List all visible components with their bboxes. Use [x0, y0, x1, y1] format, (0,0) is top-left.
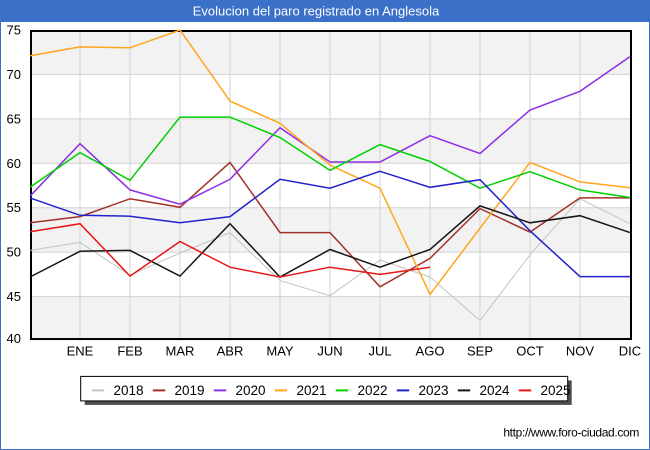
- svg-text:ABR: ABR: [217, 344, 244, 359]
- svg-text:http://www.foro-ciudad.com: http://www.foro-ciudad.com: [503, 426, 639, 440]
- svg-text:2025: 2025: [541, 383, 571, 398]
- svg-text:2019: 2019: [175, 383, 205, 398]
- svg-text:50: 50: [7, 245, 21, 260]
- svg-text:65: 65: [7, 111, 21, 126]
- svg-text:2024: 2024: [480, 383, 511, 398]
- svg-text:40: 40: [7, 331, 21, 346]
- svg-text:SEP: SEP: [467, 344, 493, 359]
- svg-text:2020: 2020: [236, 383, 266, 398]
- svg-text:75: 75: [7, 23, 21, 38]
- svg-text:MAR: MAR: [166, 344, 195, 359]
- svg-text:2022: 2022: [358, 383, 388, 398]
- svg-text:AGO: AGO: [416, 344, 445, 359]
- svg-text:2023: 2023: [419, 383, 449, 398]
- svg-text:MAY: MAY: [266, 344, 294, 359]
- svg-text:Evolucion del paro registrado: Evolucion del paro registrado en Angleso…: [193, 4, 440, 19]
- svg-text:OCT: OCT: [516, 344, 544, 359]
- svg-text:FEB: FEB: [117, 344, 142, 359]
- svg-text:JUL: JUL: [368, 344, 391, 359]
- svg-text:NOV: NOV: [566, 344, 595, 359]
- svg-text:70: 70: [7, 67, 21, 82]
- svg-text:55: 55: [7, 200, 21, 215]
- svg-text:60: 60: [7, 156, 21, 171]
- svg-text:JUN: JUN: [317, 344, 342, 359]
- svg-text:ENE: ENE: [67, 344, 94, 359]
- svg-text:2021: 2021: [297, 383, 327, 398]
- svg-text:45: 45: [7, 289, 21, 304]
- svg-text:DIC: DIC: [619, 344, 641, 359]
- svg-text:2018: 2018: [114, 383, 144, 398]
